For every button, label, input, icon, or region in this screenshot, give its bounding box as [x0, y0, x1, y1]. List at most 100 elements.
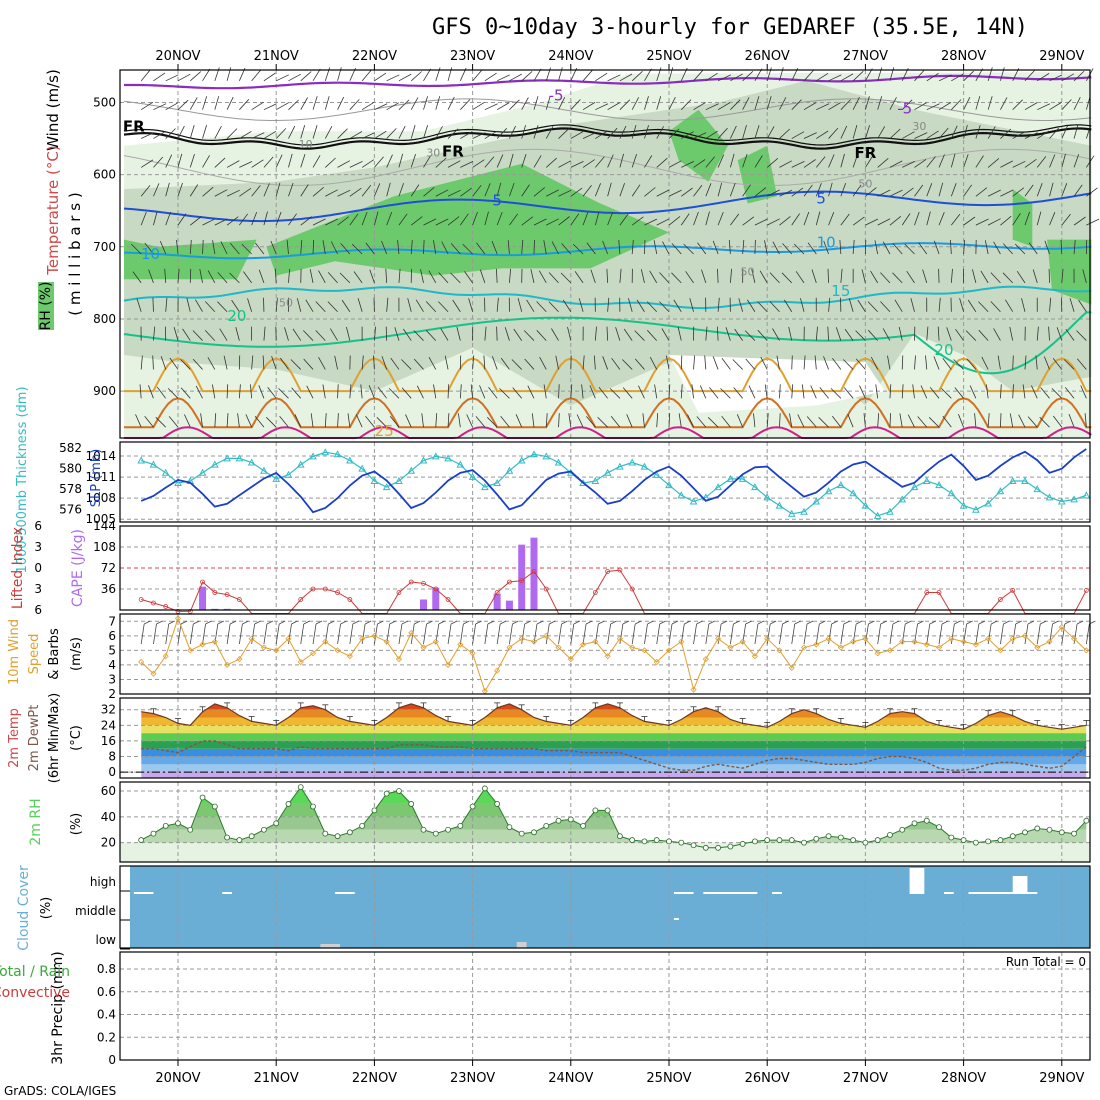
wind-barb — [975, 187, 988, 197]
wind-barb — [452, 299, 461, 312]
wind-barb — [533, 218, 547, 226]
wind-barb — [647, 330, 658, 341]
wind-barb — [791, 187, 804, 197]
rh-point — [653, 837, 660, 843]
wind-barb — [545, 126, 554, 139]
wind-speed-point — [641, 647, 648, 654]
surface-wind-barb — [647, 620, 654, 625]
wind-barb — [558, 413, 560, 428]
wind-speed-point — [739, 638, 746, 645]
wind-barb — [929, 387, 940, 399]
wind-barb — [984, 240, 989, 255]
wind-speed-point — [764, 635, 771, 642]
surface-wind-barb — [585, 620, 593, 625]
wind-barb — [521, 239, 524, 255]
wind-barb — [882, 328, 891, 341]
wind-barb — [545, 413, 548, 428]
contour-label: 15 — [831, 282, 850, 300]
wind-barb — [152, 297, 154, 312]
lifted-index-point — [924, 590, 930, 595]
thickness-point — [726, 474, 735, 482]
wind-barb — [212, 240, 216, 255]
wind-barb — [447, 189, 461, 197]
wind-barb — [312, 124, 318, 139]
wind-barb — [791, 161, 805, 168]
surface-wind-barb — [1036, 623, 1041, 645]
wind-barb — [509, 153, 514, 168]
wind-barb — [423, 155, 432, 168]
wind-barb — [843, 387, 854, 399]
thickness-point — [947, 489, 956, 497]
wind-barb — [144, 416, 154, 428]
wind-barb — [742, 124, 747, 139]
wind-speed-point — [604, 653, 611, 660]
cape-tick-label: 72 — [101, 561, 116, 575]
wind-barb — [865, 155, 874, 168]
wind-barb — [472, 211, 478, 226]
wind-speed-tick-label: 7 — [108, 614, 116, 628]
wind-speed-point — [1083, 647, 1090, 654]
wind-barb — [745, 358, 756, 370]
surface-wind-barb — [487, 620, 495, 625]
rh-point — [972, 839, 979, 846]
wind-barb — [877, 96, 883, 110]
wind-barb — [251, 132, 265, 139]
surface-wind-barb — [917, 620, 924, 625]
wind-barb — [889, 160, 903, 168]
wind-barb — [300, 153, 306, 168]
wind-barb — [828, 182, 833, 197]
date-label-bottom: 29NOV — [1039, 1071, 1084, 1086]
thickness-point — [775, 501, 784, 509]
wind-barb — [398, 268, 401, 283]
rh-point — [531, 829, 537, 836]
panel-frame — [119, 865, 1091, 949]
wind-barb — [744, 330, 756, 341]
wind-barb — [963, 216, 976, 226]
wind-barb — [951, 73, 964, 82]
rh-region-dry — [669, 355, 885, 413]
wind-barb — [156, 386, 167, 399]
wind-barb — [582, 132, 596, 139]
wind-barb — [875, 384, 879, 399]
wind-barb — [693, 132, 707, 139]
wind-barb — [551, 328, 559, 341]
surface-wind-barb — [279, 620, 286, 625]
wind-barb — [619, 182, 625, 197]
rh-point — [432, 830, 439, 837]
wind-barb — [828, 127, 839, 139]
wind-barb — [190, 71, 202, 82]
wind-barb — [496, 268, 498, 283]
cloud-cover-area — [130, 866, 1090, 948]
wind-barb — [1000, 128, 1012, 139]
wind-barb — [852, 70, 864, 82]
thickness-point — [481, 483, 489, 491]
wind-barb — [880, 272, 891, 284]
surface-wind-barb — [852, 623, 857, 645]
wind-barb — [511, 359, 522, 370]
wind-barb — [318, 357, 326, 370]
wind-barb — [1073, 97, 1081, 110]
wind-barb — [207, 357, 216, 370]
wind-speed-point — [494, 667, 501, 674]
wind-barb — [447, 413, 450, 428]
panel-frame — [119, 781, 1091, 863]
rh-point — [874, 837, 881, 843]
wind-barb — [857, 299, 866, 312]
wind-barb — [830, 388, 842, 399]
wind-barb — [386, 297, 389, 312]
axis-title-barbs: & Barbs — [47, 628, 62, 680]
wind-barb — [920, 385, 928, 399]
lifted-index-point — [163, 604, 169, 609]
wind-barb — [284, 327, 289, 341]
rh-point — [739, 841, 746, 847]
wind-barb — [963, 70, 974, 82]
wind-barb — [1061, 153, 1066, 168]
wind-barb — [496, 102, 510, 111]
wind-barb — [823, 240, 829, 255]
wind-barb — [619, 213, 629, 226]
wind-barb — [173, 326, 179, 341]
cloud-level-label: low — [96, 933, 117, 947]
wind-barb — [717, 326, 719, 341]
wind-barb — [546, 189, 559, 197]
wind-barb — [595, 130, 608, 139]
